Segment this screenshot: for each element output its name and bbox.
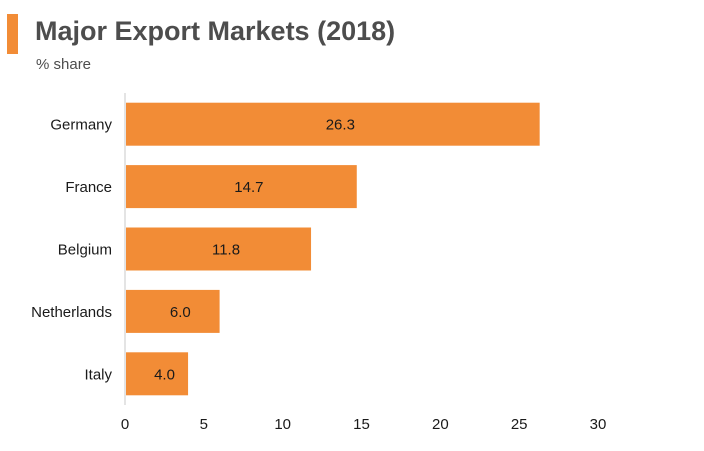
data-label: 26.3 (326, 117, 355, 134)
x-tick-label: 10 (274, 416, 291, 433)
bar-germany (126, 102, 540, 146)
bar-netherlands (126, 289, 220, 333)
bar-italy (126, 352, 189, 396)
category-label: Belgium (58, 242, 112, 259)
data-label: 11.8 (212, 242, 240, 259)
data-label: 6.0 (170, 304, 191, 321)
x-tick-label: 30 (590, 416, 607, 433)
bar-belgium (126, 227, 312, 271)
x-tick-label: 25 (511, 416, 528, 433)
category-label: Germany (50, 117, 112, 134)
chart-title: Major Export Markets (2018) (35, 16, 396, 46)
x-tick-label: 20 (432, 416, 449, 433)
title-accent-bar (7, 14, 18, 54)
x-tick-label: 0 (121, 416, 129, 433)
bar-france (126, 165, 357, 209)
chart-subtitle: % share (36, 56, 92, 73)
category-label: France (65, 179, 112, 196)
category-label: Italy (84, 366, 112, 383)
x-tick-label: 5 (200, 416, 208, 433)
data-label: 4.0 (154, 366, 175, 383)
data-label: 14.7 (234, 179, 263, 196)
category-label: Netherlands (31, 304, 112, 321)
x-tick-label: 15 (353, 416, 370, 433)
